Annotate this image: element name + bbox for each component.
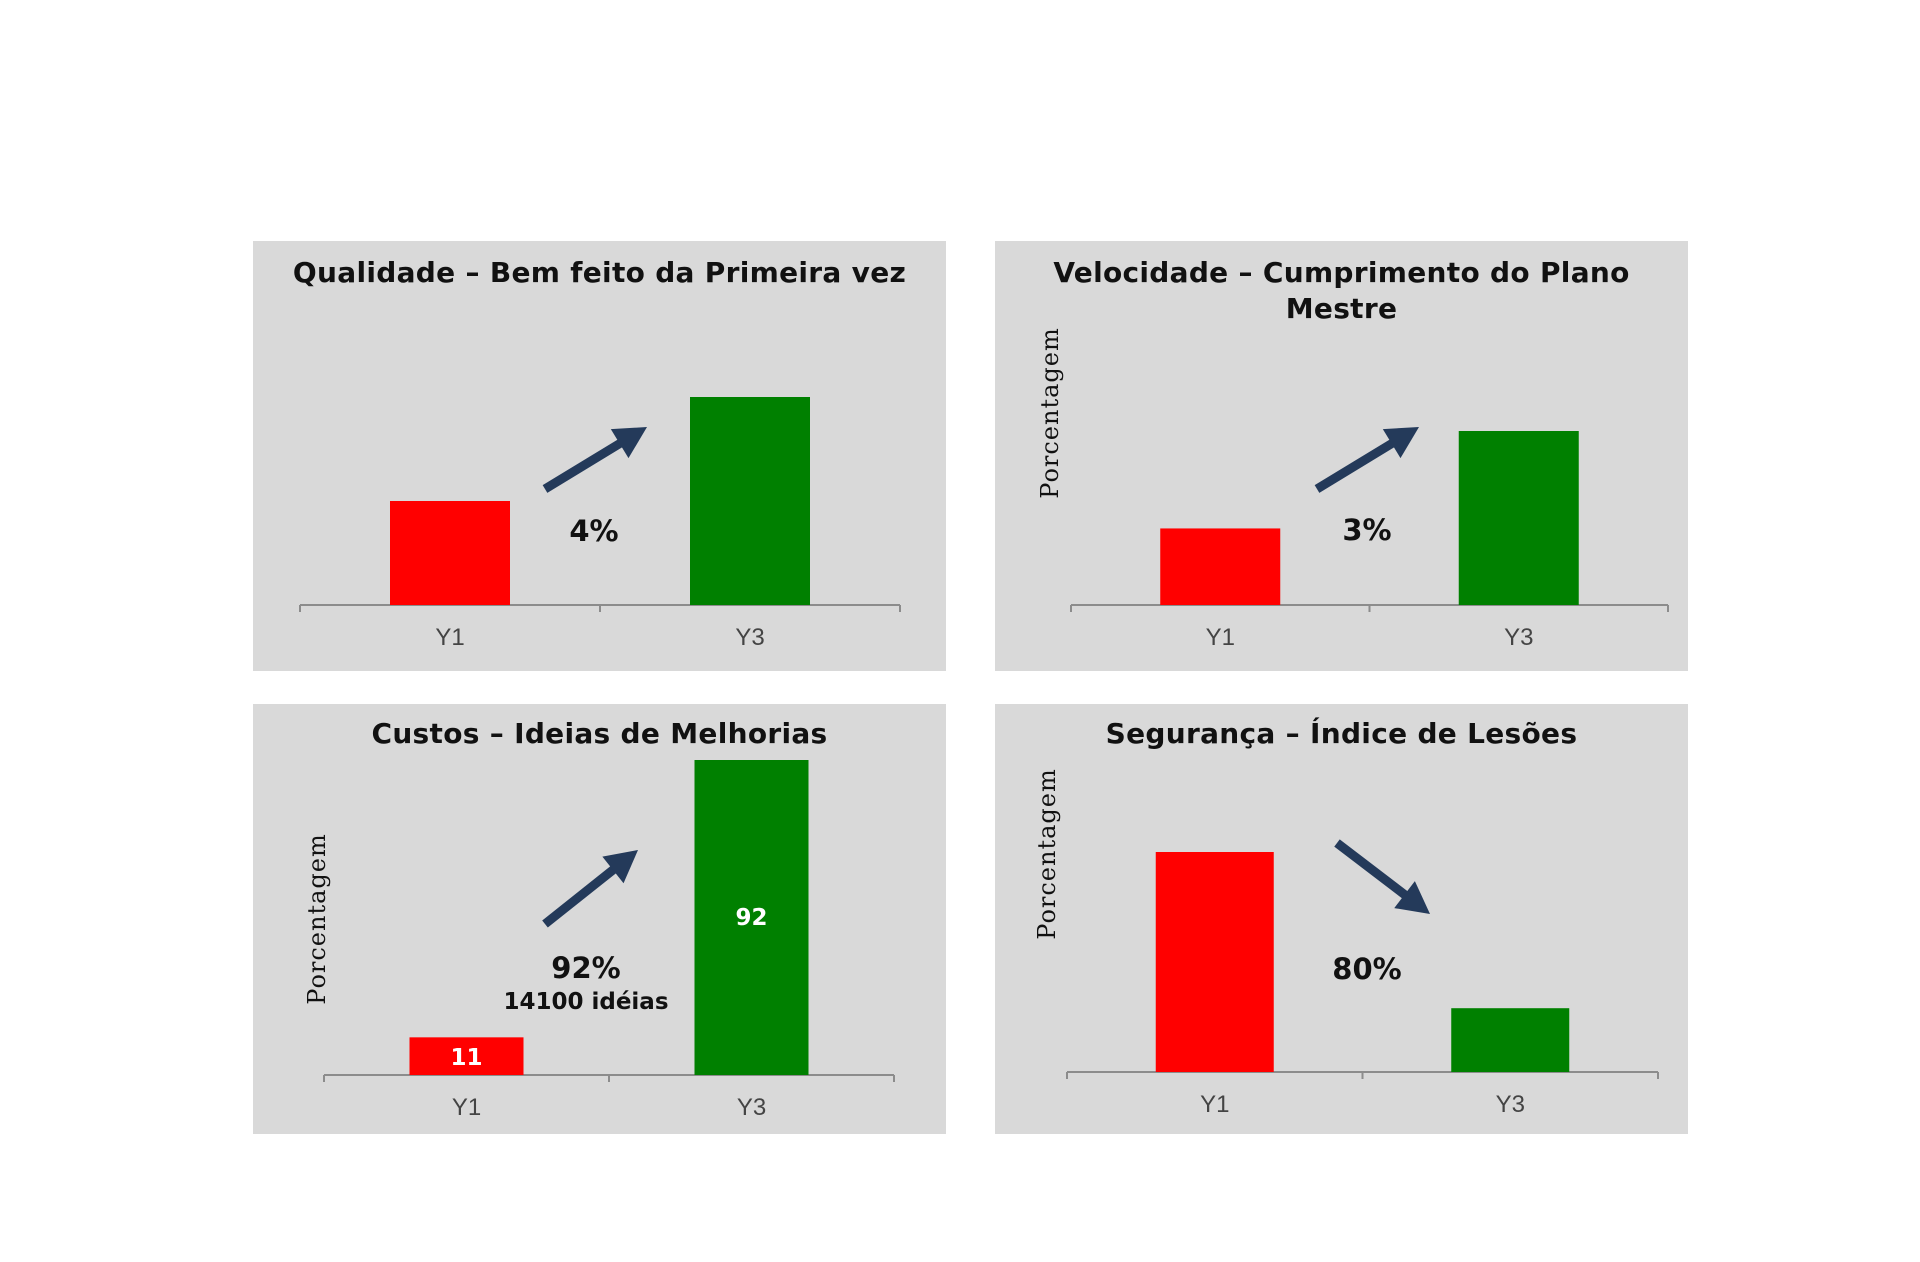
data-label: 92 bbox=[735, 905, 767, 931]
trend-arrow-up-icon bbox=[542, 427, 647, 493]
x-tick-label: Y1 bbox=[452, 1094, 481, 1121]
x-tick-label: Y3 bbox=[737, 1094, 766, 1121]
chart-svg: Y1 Y3 4% bbox=[299, 397, 901, 651]
arrow-shaft bbox=[1334, 839, 1409, 900]
bar-y1 bbox=[390, 501, 510, 605]
bar-y3 bbox=[1451, 1008, 1570, 1072]
trend-arrow-up-icon bbox=[1314, 427, 1419, 493]
bar-y3 bbox=[1458, 431, 1579, 605]
arrow-head bbox=[610, 427, 647, 459]
x-tick-label: Y3 bbox=[1504, 624, 1533, 651]
x-tick-label: Y3 bbox=[735, 624, 764, 651]
arrow-head bbox=[1394, 881, 1430, 914]
y-axis-label: Porcentagem bbox=[303, 833, 331, 1004]
bar-y1 bbox=[409, 1037, 524, 1075]
change-label: 92% bbox=[551, 951, 620, 985]
change-label: 80% bbox=[1332, 952, 1401, 986]
x-tick-label: Y3 bbox=[1496, 1091, 1525, 1118]
change-label: 3% bbox=[1342, 513, 1391, 547]
chart-title: Custos – Ideias de Melhorias bbox=[371, 717, 828, 750]
bar-y1 bbox=[1155, 852, 1274, 1072]
chart-title: Velocidade – Cumprimento do Plano Mestre bbox=[1053, 256, 1630, 325]
arrow-head bbox=[1382, 427, 1419, 459]
chart-svg: Y1 Y3 Porcentagem 3% bbox=[1036, 327, 1669, 651]
x-tick-label: Y1 bbox=[1206, 624, 1235, 651]
x-tick-label: Y1 bbox=[1200, 1091, 1229, 1118]
y-axis-label: Porcentagem bbox=[1033, 768, 1061, 939]
trend-arrow-up-icon bbox=[542, 850, 638, 928]
chart-title: Qualidade – Bem feito da Primeira vez bbox=[292, 256, 907, 289]
chart-panel-costs: Custos – Ideias de Melhorias Y1 11 Y3 92 Por… bbox=[253, 704, 946, 1134]
arrow-shaft bbox=[1314, 438, 1396, 493]
trend-arrow-down-icon bbox=[1334, 839, 1430, 914]
chart-svg: Y1 Y3 Porcentagem 80% bbox=[1033, 768, 1659, 1118]
bar-y3 bbox=[694, 760, 809, 1075]
y-axis-label: Porcentagem bbox=[1036, 327, 1064, 498]
arrow-head bbox=[602, 850, 638, 884]
arrow-shaft bbox=[542, 865, 618, 928]
chart-title: Segurança – Índice de Lesões bbox=[1105, 717, 1578, 750]
bar-y3 bbox=[690, 397, 810, 605]
x-tick-label: Y1 bbox=[435, 624, 464, 651]
bar-y1 bbox=[1160, 528, 1281, 605]
change-label: 4% bbox=[569, 514, 618, 548]
data-label: 11 bbox=[450, 1045, 482, 1071]
chart-panel-speed: Velocidade – Cumprimento do Plano Mestre… bbox=[995, 241, 1688, 671]
change-note: 14100 idéias bbox=[503, 989, 668, 1015]
arrow-shaft bbox=[542, 438, 624, 493]
chart-svg: Y1 11 Y3 92 Porcentagem 92% 14100 idéias bbox=[303, 760, 895, 1121]
chart-panel-quality: Qualidade – Bem feito da Primeira vez Y1… bbox=[253, 241, 946, 671]
chart-panel-safety: Segurança – Índice de Lesões Y1 Y3 Porcent… bbox=[995, 704, 1688, 1134]
